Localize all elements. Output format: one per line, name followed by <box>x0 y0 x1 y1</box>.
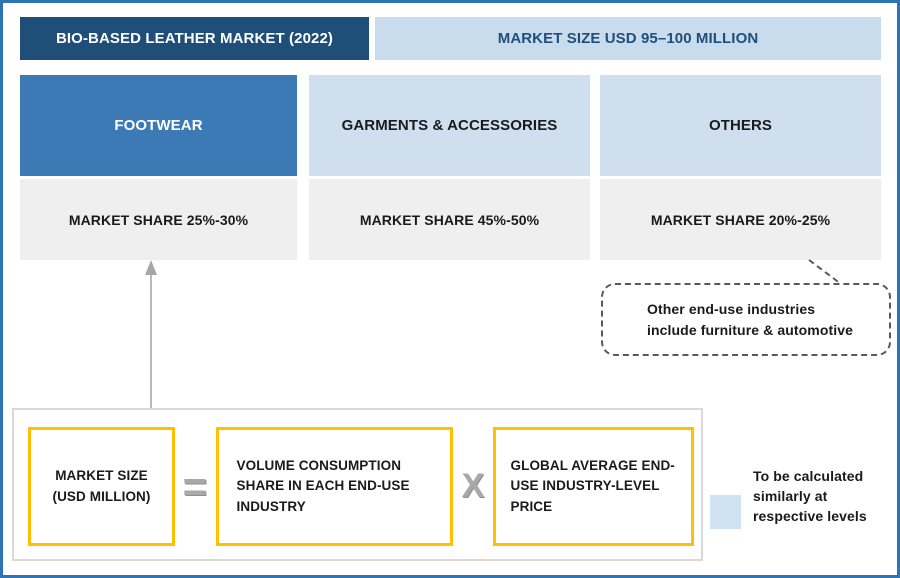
formula-term-market-size: MARKET SIZE (USD MILLION) <box>28 427 175 546</box>
market-share-others: MARKET SHARE 20%-25% <box>600 179 881 260</box>
legend-note: To be calculated similarly at respective… <box>753 467 867 525</box>
formula-term-volume-share: VOLUME CONSUMPTION SHARE IN EACH END-USE… <box>216 427 453 546</box>
formula-term-volume-share-text: VOLUME CONSUMPTION SHARE IN EACH END-USE… <box>236 458 410 514</box>
segment-header-garments-accessories: GARMENTS & ACCESSORIES <box>309 75 590 176</box>
callout-connector <box>808 259 842 285</box>
formula-container: MARKET SIZE (USD MILLION) = VOLUME CONSU… <box>12 408 703 561</box>
legend-swatch <box>710 495 741 529</box>
callout-line-2: include furniture & automotive <box>647 321 854 338</box>
chart-title: BIO-BASED LEATHER MARKET (2022) <box>20 17 369 60</box>
segment-header-others: OTHERS <box>600 75 881 176</box>
multiply-icon: X <box>461 467 485 505</box>
up-arrow <box>145 260 157 408</box>
market-share-garments-accessories: MARKET SHARE 45%-50% <box>309 179 590 260</box>
market-share-footwear: MARKET SHARE 25%-30% <box>20 179 297 260</box>
formula-term-price: GLOBAL AVERAGE END-USE INDUSTRY-LEVEL PR… <box>493 427 694 546</box>
callout-line-1: Other end-use industries <box>647 300 816 317</box>
equals-icon: = <box>182 462 208 510</box>
others-callout-text: Other end-use industries include furnitu… <box>603 299 853 341</box>
segment-header-footwear: FOOTWEAR <box>20 75 297 176</box>
formula-term-price-text: GLOBAL AVERAGE END-USE INDUSTRY-LEVEL PR… <box>510 458 675 514</box>
market-size-banner: MARKET SIZE USD 95–100 MILLION <box>375 17 881 60</box>
others-callout: Other end-use industries include furnitu… <box>601 283 891 356</box>
